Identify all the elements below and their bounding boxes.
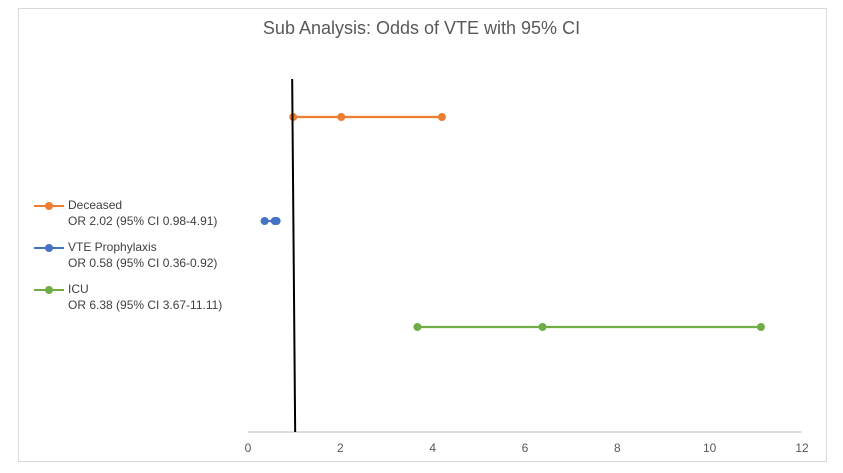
x-tick-label: 0 (245, 441, 252, 455)
reference-line (291, 78, 297, 433)
legend-label-deceased: Deceased (68, 198, 123, 212)
legend-item-vte-prophylaxis: VTE Prophylaxis OR 0.58 (95% CI 0.36-0.9… (34, 240, 244, 282)
legend-item-deceased: Deceased OR 2.02 (95% CI 0.98-4.91) (34, 198, 244, 240)
legend-label-vte-prophylaxis: VTE Prophylaxis (68, 240, 157, 254)
legend-label-icu: ICU (68, 282, 89, 296)
point-lower-vte-prophylaxis (260, 217, 269, 225)
legend-swatch-deceased (34, 201, 64, 211)
chart-title: Sub Analysis: Odds of VTE with 95% CI (262, 18, 581, 38)
x-tick-label: 10 (703, 441, 717, 455)
x-tick-label: 2 (337, 441, 344, 455)
x-tick-label: 8 (614, 441, 621, 455)
point-lower-icu (413, 323, 422, 331)
legend-item-icu: ICU OR 6.38 (95% CI 3.67-11.11) (34, 282, 244, 324)
x-tick-label: 6 (522, 441, 529, 455)
legend-stat-vte-prophylaxis: OR 0.58 (95% CI 0.36-0.92) (68, 256, 218, 270)
legend-swatch-icu (34, 285, 64, 295)
point-or-icu (538, 323, 547, 331)
chart-legend: Deceased OR 2.02 (95% CI 0.98-4.91) VTE … (34, 198, 244, 324)
legend-stat-icu: OR 6.38 (95% CI 3.67-11.11) (68, 298, 223, 312)
point-or-deceased (337, 113, 346, 121)
legend-stat-deceased: OR 2.02 (95% CI 0.98-4.91) (68, 214, 218, 228)
legend-swatch-vte-prophylaxis (34, 243, 64, 253)
point-upper-deceased (437, 113, 446, 121)
chart-frame (18, 8, 827, 462)
point-upper-icu (756, 323, 765, 331)
x-tick-label: 12 (795, 441, 809, 455)
point-upper-vte-prophylaxis (272, 217, 281, 225)
x-tick-label: 4 (429, 441, 436, 455)
